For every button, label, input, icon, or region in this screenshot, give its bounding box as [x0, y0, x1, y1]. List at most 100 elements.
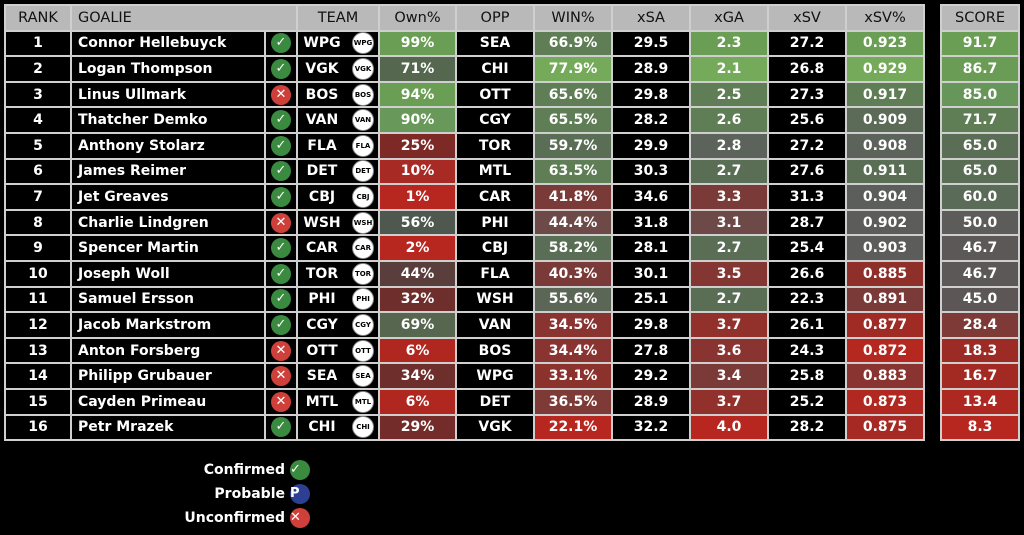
x-icon: ✕ — [271, 340, 291, 361]
goalie-name: Linus Ullmark — [70, 80, 265, 109]
table-row: 11 Samuel Ersson ✓ PHI PHI 32% WSH 55.6% 25.1 2.7… — [4, 285, 925, 314]
opp-cell: DET — [455, 387, 535, 416]
score-header-row: SCORE — [940, 4, 1020, 32]
team-logo-cell: VAN — [346, 106, 380, 134]
legend-label: Probable — [214, 486, 285, 502]
rank-cell: 10 — [4, 259, 72, 288]
opp-cell: OTT — [455, 80, 535, 109]
team-cell: CBJ — [296, 183, 347, 211]
xsa-cell: 28.2 — [611, 106, 691, 134]
table-row: 3 Linus Ullmark ✕ BOS BOS 94% OTT 65.6% 29.8 2.5 2… — [4, 80, 925, 109]
score-row: 60.0 — [940, 183, 1020, 211]
goalie-name: Connor Hellebuyck — [70, 29, 265, 58]
team-cell: DET — [296, 157, 347, 186]
table-row: 1 Connor Hellebuyck ✓ WPG WPG 99% SEA 66.9% 29.5… — [4, 29, 925, 58]
team-logo-icon: DET — [352, 160, 374, 183]
team-logo-cell: TOR — [346, 259, 380, 288]
team-logo-icon: CHI — [352, 416, 374, 439]
team-logo-cell: CGY — [346, 311, 380, 339]
status-cell: ✓ — [264, 55, 298, 83]
xsvpct-cell: 0.883 — [845, 362, 925, 390]
xsa-cell: 29.8 — [611, 80, 691, 109]
win-cell: 44.4% — [533, 208, 613, 237]
score-cell: 46.7 — [940, 259, 1020, 288]
xsvpct-cell: 0.911 — [845, 157, 925, 186]
opp-cell: TOR — [455, 131, 535, 160]
score-cell: 50.0 — [940, 208, 1020, 237]
x-icon: ✕ — [271, 391, 291, 412]
team-cell: TOR — [296, 259, 347, 288]
team-logo-icon: OTT — [352, 339, 374, 362]
xsvpct-cell: 0.875 — [845, 413, 925, 442]
score-cell: 18.3 — [940, 336, 1020, 365]
xsvpct-cell: 0.872 — [845, 336, 925, 365]
rank-cell: 3 — [4, 80, 72, 109]
header-xsa: xSA — [611, 4, 691, 32]
goalie-name: Jet Greaves — [70, 183, 265, 211]
xsa-cell: 29.8 — [611, 311, 691, 339]
xsv-cell: 26.6 — [767, 259, 847, 288]
xga-cell: 3.1 — [689, 208, 769, 237]
header-team: TEAM — [296, 4, 380, 32]
goalie-name: Cayden Primeau — [70, 387, 265, 416]
team-logo-icon: WSH — [352, 211, 374, 234]
table-row: 7 Jet Greaves ✓ CBJ CBJ 1% CAR 41.8% 34.6 3.3 31.3… — [4, 183, 925, 211]
xsvpct-cell: 0.873 — [845, 387, 925, 416]
own-cell: 99% — [378, 29, 457, 58]
status-cell: ✕ — [264, 80, 298, 109]
xsvpct-cell: 0.885 — [845, 259, 925, 288]
own-cell: 25% — [378, 131, 457, 160]
own-cell: 10% — [378, 157, 457, 186]
team-cell: WPG — [296, 29, 347, 58]
team-logo-icon: WPG — [352, 32, 374, 55]
rank-cell: 5 — [4, 131, 72, 160]
score-row: 71.7 — [940, 106, 1020, 134]
xsa-cell: 25.1 — [611, 285, 691, 314]
team-cell: VAN — [296, 106, 347, 134]
score-cell: 91.7 — [940, 29, 1020, 58]
opp-cell: CAR — [455, 183, 535, 211]
team-cell: CAR — [296, 234, 347, 262]
xsa-cell: 34.6 — [611, 183, 691, 211]
goalie-name: Charlie Lindgren — [70, 208, 265, 237]
opp-cell: VAN — [455, 311, 535, 339]
score-row: 86.7 — [940, 55, 1020, 83]
team-cell: WSH — [296, 208, 347, 237]
team-logo-cell: SEA — [346, 362, 380, 390]
legend-item: Confirmed ✓ — [150, 458, 310, 482]
xsa-cell: 28.9 — [611, 55, 691, 83]
status-cell: ✓ — [264, 311, 298, 339]
score-table: SCORE 91.7 86.7 85.0 71.7 65.0 65.0 60.0 50.0 46… — [940, 4, 1020, 442]
own-cell: 94% — [378, 80, 457, 109]
team-logo-cell: DET — [346, 157, 380, 186]
status-cell: ✓ — [264, 29, 298, 58]
team-cell: CGY — [296, 311, 347, 339]
xga-cell: 4.0 — [689, 413, 769, 442]
team-logo-cell: PHI — [346, 285, 380, 314]
xsvpct-cell: 0.923 — [845, 29, 925, 58]
score-cell: 45.0 — [940, 285, 1020, 314]
rank-cell: 11 — [4, 285, 72, 314]
table-row: 5 Anthony Stolarz ✓ FLA FLA 25% TOR 59.7% 29.9 2.… — [4, 131, 925, 160]
goalie-name: Spencer Martin — [70, 234, 265, 262]
xga-cell: 2.1 — [689, 55, 769, 83]
header-xga: xGA — [689, 4, 769, 32]
xsa-cell: 32.2 — [611, 413, 691, 442]
score-row: 45.0 — [940, 285, 1020, 314]
x-icon: ✕ — [271, 366, 291, 387]
score-row: 28.4 — [940, 311, 1020, 339]
xsvpct-cell: 0.904 — [845, 183, 925, 211]
score-cell: 60.0 — [940, 183, 1020, 211]
table-row: 4 Thatcher Demko ✓ VAN VAN 90% CGY 65.5% 28.2 2.6… — [4, 106, 925, 134]
x-icon: ✕ — [271, 84, 291, 105]
rank-cell: 15 — [4, 387, 72, 416]
xsv-cell: 27.2 — [767, 131, 847, 160]
x-icon: ✕ — [271, 212, 291, 233]
check-icon: ✓ — [271, 33, 291, 54]
xsa-cell: 30.1 — [611, 259, 691, 288]
goalie-name: Petr Mrazek — [70, 413, 265, 442]
rank-cell: 8 — [4, 208, 72, 237]
legend-label: Unconfirmed — [184, 510, 285, 526]
status-cell: ✓ — [264, 413, 298, 442]
own-cell: 56% — [378, 208, 457, 237]
